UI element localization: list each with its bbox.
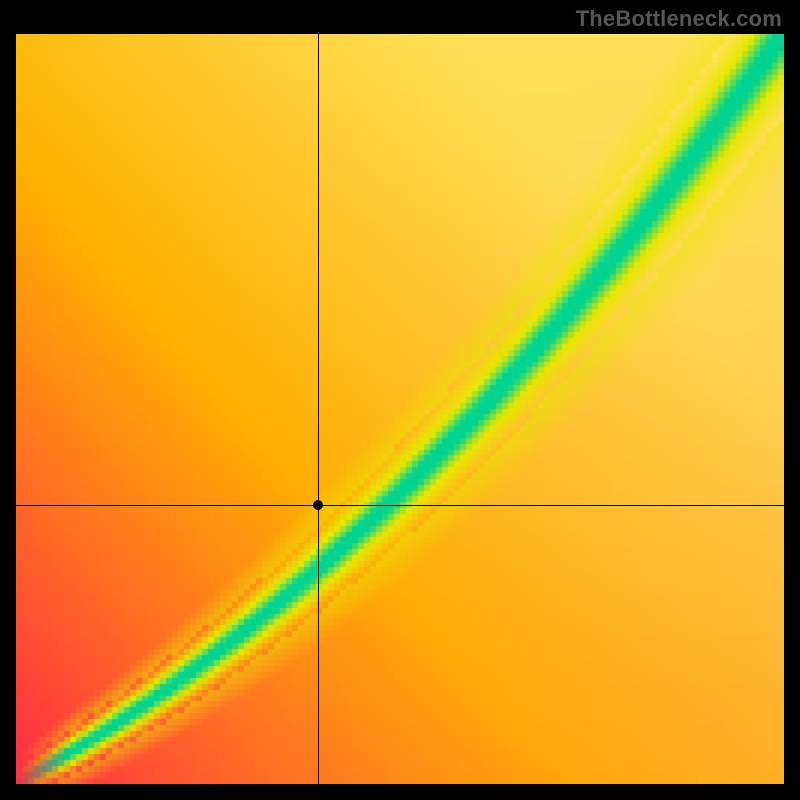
crosshair-vertical xyxy=(318,34,319,784)
marker-dot xyxy=(313,500,323,510)
heatmap-plot xyxy=(16,34,784,784)
heatmap-canvas xyxy=(16,34,784,784)
watermark-text: TheBottleneck.com xyxy=(576,6,782,32)
crosshair-horizontal xyxy=(16,505,784,506)
